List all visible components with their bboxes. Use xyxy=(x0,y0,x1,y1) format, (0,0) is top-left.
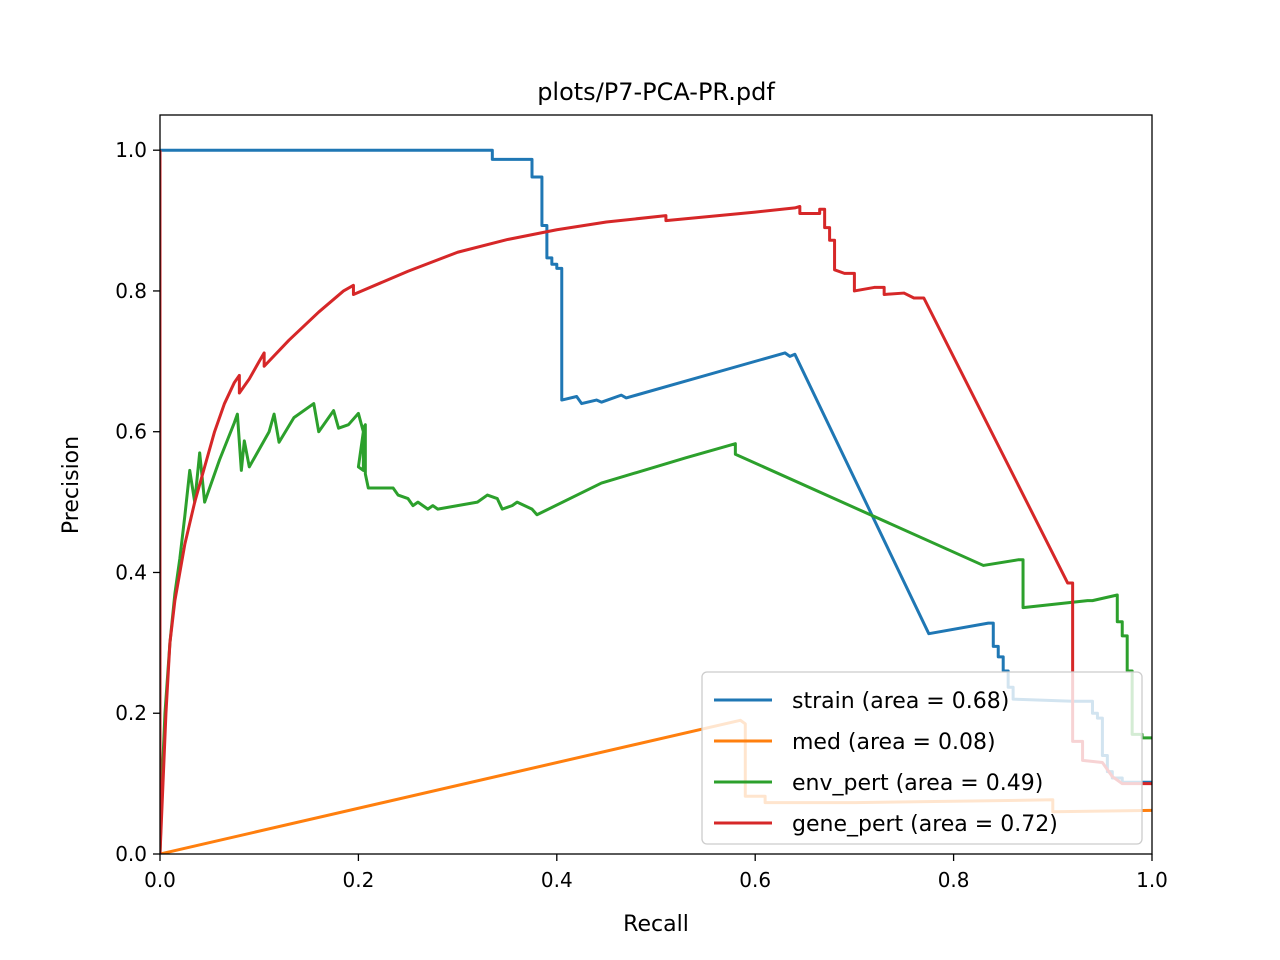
x-tick-label: 0.2 xyxy=(342,868,374,892)
legend-label: med (area = 0.08) xyxy=(792,730,996,755)
y-tick-label: 0.6 xyxy=(115,420,147,444)
series-line-3 xyxy=(160,402,1152,854)
x-tick-label: 0.4 xyxy=(541,868,573,892)
y-axis-ticks: 0.0 0.2 0.4 0.6 0.8 1.0 xyxy=(115,138,160,866)
legend: strain (area = 0.68) med (area = 0.08) env… xyxy=(701,671,1143,845)
chart-title: plots/P7-PCA-PR.pdf xyxy=(537,78,775,106)
y-tick-label: 0.2 xyxy=(115,701,147,725)
legend-label: env_pert (area = 0.49) xyxy=(792,771,1043,796)
legend-label: gene_pert (area = 0.72) xyxy=(792,812,1058,837)
x-axis-label: Recall xyxy=(623,912,689,937)
y-tick-label: 0.0 xyxy=(115,842,147,866)
x-tick-label: 0.6 xyxy=(739,868,771,892)
y-tick-label: 0.4 xyxy=(115,560,147,584)
legend-label: strain (area = 0.68) xyxy=(792,689,1009,714)
y-axis-label: Precision xyxy=(59,436,84,534)
plot-frame xyxy=(159,114,1153,855)
x-tick-label: 0.0 xyxy=(144,868,176,892)
series-line-4 xyxy=(160,150,1152,854)
x-tick-label: 0.8 xyxy=(938,868,970,892)
x-tick-label: 1.0 xyxy=(1136,868,1168,892)
y-tick-label: 0.8 xyxy=(115,279,147,303)
y-tick-label: 1.0 xyxy=(115,138,147,162)
x-axis-ticks: 0.0 0.2 0.4 0.6 0.8 1.0 xyxy=(144,854,1168,892)
legend-box xyxy=(701,671,1143,845)
